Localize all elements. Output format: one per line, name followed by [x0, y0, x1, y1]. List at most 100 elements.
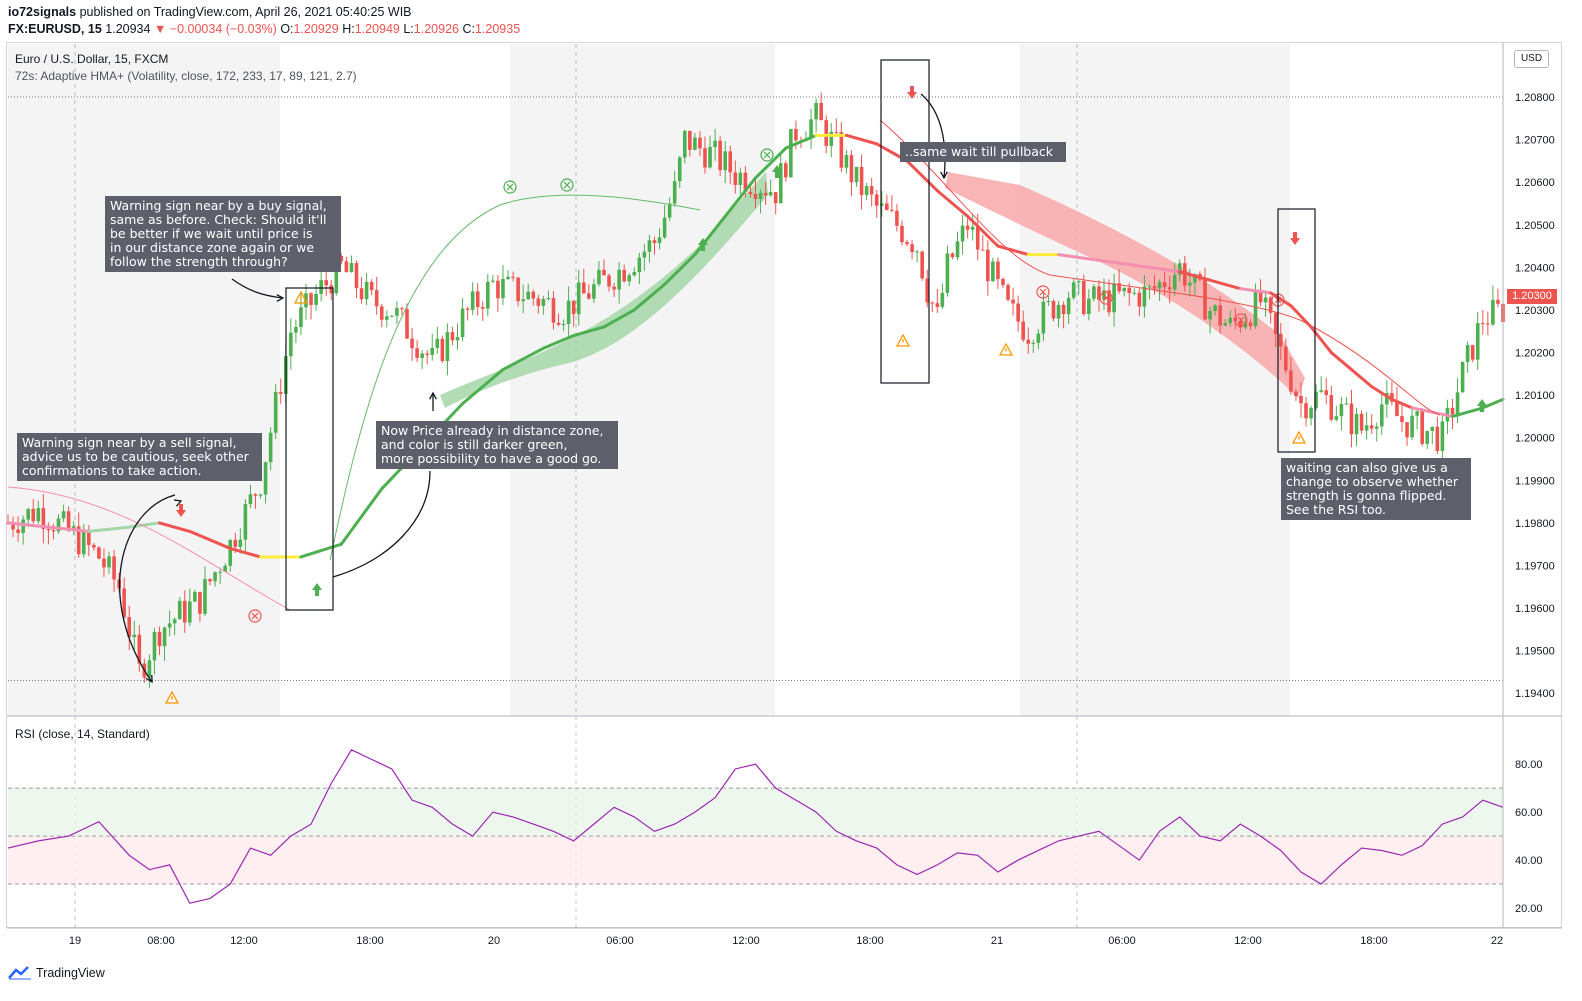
- candle-body: [1061, 304, 1066, 315]
- candle-body: [405, 309, 409, 339]
- exit-x-icon: [563, 181, 571, 189]
- candle-body: [1203, 279, 1207, 320]
- hma-segment: [996, 244, 1030, 257]
- candle-body: [349, 263, 354, 273]
- candle-body: [1193, 273, 1197, 283]
- candle-body: [1354, 413, 1359, 435]
- candle-body: [723, 151, 727, 171]
- candle-body: [1071, 282, 1076, 298]
- candle-body: [501, 278, 505, 299]
- exit-circle-icon: [1234, 313, 1248, 327]
- candle-body: [1450, 407, 1455, 415]
- hma-segment: [1481, 397, 1505, 410]
- hma-segment: [754, 146, 788, 180]
- candle-body: [1273, 312, 1278, 334]
- hma-segment: [1390, 397, 1414, 410]
- time-tick-label: 18:00: [856, 935, 884, 947]
- rsi-bands: [8, 787, 1503, 885]
- candle-body: [612, 286, 616, 290]
- candle-body: [940, 292, 945, 307]
- candle-body: [708, 146, 712, 168]
- candle-body: [339, 255, 344, 262]
- time-tick-label: 06:00: [1108, 935, 1136, 947]
- exit-circle-icon: [503, 180, 517, 194]
- candle-body: [1268, 297, 1273, 313]
- down-triangle-icon: ▼: [153, 22, 167, 36]
- time-tick-label: 18:00: [356, 935, 384, 947]
- candle-body: [1157, 282, 1162, 289]
- candle-body: [566, 300, 571, 324]
- candle-body: [268, 432, 273, 463]
- candle-body: [910, 244, 914, 253]
- annotation-arrow: [231, 278, 284, 299]
- hma-segment: [966, 214, 1000, 248]
- candle-body: [1299, 395, 1303, 404]
- hma-segment: [299, 542, 343, 559]
- candle-body: [511, 276, 515, 278]
- candle-body: [66, 511, 71, 530]
- candle-body: [31, 509, 36, 522]
- price-tick-label: 1.19500: [1515, 646, 1555, 658]
- tradingview-brand[interactable]: TradingView: [8, 966, 105, 980]
- candle-body: [713, 140, 717, 147]
- candle-body: [778, 163, 783, 204]
- price-tick-label: 1.20300: [1515, 305, 1555, 317]
- candle-body: [41, 508, 46, 529]
- candle-body: [602, 269, 606, 276]
- candle-body: [743, 172, 748, 192]
- annotation-arrow: [920, 93, 946, 179]
- main-legend[interactable]: Euro / U.S. Dollar, 15, FXCM: [15, 52, 169, 66]
- candle-body: [1339, 404, 1344, 417]
- candle-body: [203, 579, 207, 614]
- hma-segment: [663, 253, 697, 286]
- candle-body: [1188, 282, 1192, 286]
- hma-segment: [693, 214, 727, 257]
- candle-body: [1253, 290, 1258, 327]
- buy-distance-zone: [440, 172, 768, 408]
- candle-body: [975, 226, 980, 250]
- candle-body: [773, 192, 778, 204]
- candle-body: [390, 315, 394, 317]
- candle-body: [1480, 323, 1485, 325]
- price-change: −0.00034 (−0.03%): [169, 22, 277, 36]
- candle-body: [1066, 297, 1071, 315]
- rsi-legend[interactable]: RSI (close, 14, Standard): [15, 727, 150, 741]
- candle-body: [1385, 393, 1389, 405]
- hma-segment: [87, 525, 131, 533]
- sell-distance-zone: [945, 172, 1305, 398]
- candle-body: [1319, 390, 1323, 392]
- candle-body: [379, 306, 384, 320]
- price-tick-label: 1.20400: [1515, 262, 1555, 274]
- candle-body: [1056, 304, 1061, 319]
- candle-body: [465, 308, 470, 310]
- candle-body: [309, 293, 313, 305]
- candle-body: [87, 531, 91, 545]
- candle-body: [1425, 430, 1430, 444]
- candle-body: [1309, 407, 1313, 419]
- currency-button[interactable]: USD: [1514, 50, 1549, 68]
- candle-body: [460, 308, 465, 338]
- author-name[interactable]: io72signals: [8, 5, 77, 19]
- candle-body: [637, 257, 642, 273]
- rsi-upper-band: [8, 788, 1503, 837]
- candle-body: [1092, 286, 1096, 299]
- annotation-arrowhead: [276, 294, 285, 302]
- candle-body: [546, 298, 551, 300]
- candle-body: [632, 272, 637, 276]
- candle-body: [1127, 287, 1132, 294]
- candle-body: [97, 547, 101, 559]
- candle-body: [107, 556, 111, 568]
- rsi-line: [7, 749, 1504, 904]
- candle-body: [1031, 342, 1036, 344]
- symbol-label[interactable]: FX:EURUSD, 15: [8, 22, 102, 36]
- candle-body: [1294, 391, 1298, 396]
- candle-body: [955, 241, 960, 258]
- indicator-legend[interactable]: 72s: Adaptive HMA+ (Volatility, close, 1…: [15, 69, 357, 83]
- annotation-arrowhead: [429, 391, 437, 400]
- grid-lines: [8, 44, 1503, 928]
- price-tick-label: 1.19900: [1515, 475, 1555, 487]
- candle-body: [21, 519, 25, 533]
- candle-body: [445, 332, 450, 361]
- hma-segment: [1117, 261, 1151, 269]
